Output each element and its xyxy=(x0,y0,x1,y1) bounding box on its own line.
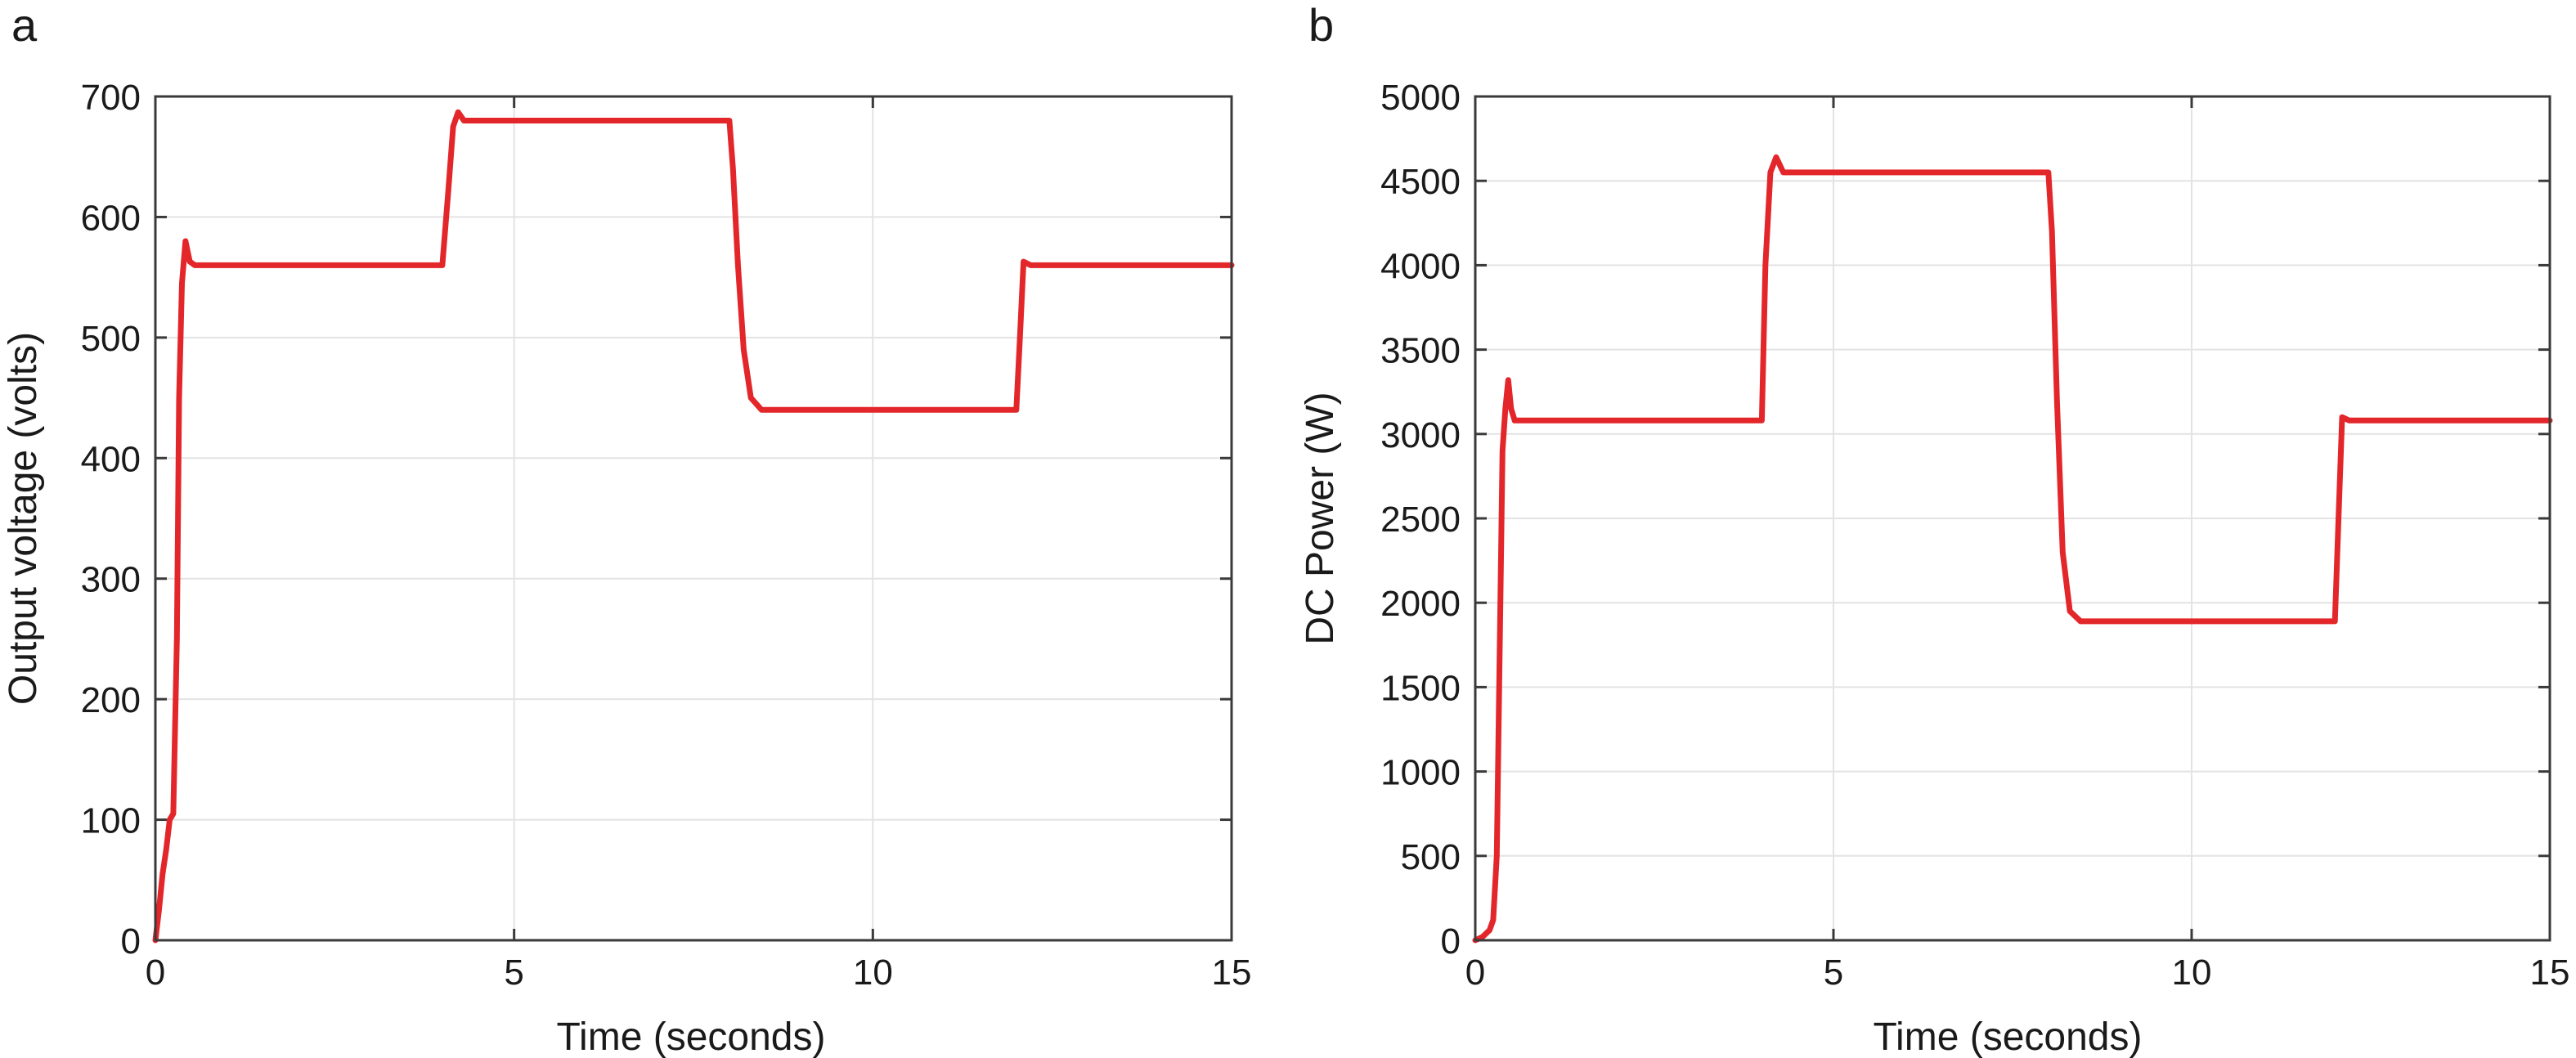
x-tick-label: 0 xyxy=(1465,953,1485,993)
y-tick-label: 700 xyxy=(81,78,141,118)
y-tick-label: 100 xyxy=(81,801,141,841)
x-tick-label: 15 xyxy=(1212,953,1252,993)
y-tick-label: 4000 xyxy=(1380,246,1461,286)
panel-label-b: b xyxy=(1308,0,1334,51)
series-line-a-0 xyxy=(152,109,1235,944)
x-tick-label: 5 xyxy=(1824,953,1843,993)
y-axis-label-b: DC Power (W) xyxy=(1299,392,1342,644)
y-tick-label: 1000 xyxy=(1380,753,1461,793)
series-line-b-0 xyxy=(1472,154,2553,944)
x-tick-label: 0 xyxy=(146,953,165,993)
y-tick-label: 3000 xyxy=(1380,415,1461,455)
y-tick-label: 2500 xyxy=(1380,500,1461,540)
y-tick-label: 600 xyxy=(81,198,141,238)
y-tick-label: 500 xyxy=(81,319,141,359)
y-axis-label-a: Output voltage (volts) xyxy=(2,332,45,705)
y-tick-label: 2000 xyxy=(1380,584,1461,624)
y-tick-label: 200 xyxy=(81,680,141,720)
x-tick-label: 10 xyxy=(853,953,893,993)
chart-panel-a: a Output voltage (volts) Time (seconds) … xyxy=(2,0,1251,1058)
x-tick-label: 10 xyxy=(2172,953,2212,993)
chart-panel-b: b DC Power (W) Time (seconds) 0 5 10 15 0 500… xyxy=(1299,0,2569,1058)
plot-frame-a xyxy=(154,95,1233,942)
y-tick-label: 300 xyxy=(81,560,141,600)
x-tick-label: 5 xyxy=(504,953,523,993)
y-tick-label: 0 xyxy=(121,921,141,962)
y-tick-label: 500 xyxy=(1401,837,1461,877)
y-tick-label: 400 xyxy=(81,439,141,479)
y-tick-label: 0 xyxy=(1441,921,1461,962)
y-tick-label: 4500 xyxy=(1380,162,1461,202)
panel-label-a: a xyxy=(11,0,38,51)
y-tick-label: 1500 xyxy=(1380,668,1461,708)
x-tick-label: 15 xyxy=(2530,953,2570,993)
x-axis-label-b: Time (seconds) xyxy=(1874,1015,2143,1058)
gridlines-a xyxy=(155,96,1232,940)
x-axis-label-a: Time (seconds) xyxy=(557,1015,826,1058)
y-tick-label: 3500 xyxy=(1380,331,1461,371)
gridlines-b xyxy=(1475,96,2550,940)
y-tick-label: 5000 xyxy=(1380,78,1461,118)
plot-frame-b xyxy=(1474,95,2551,942)
